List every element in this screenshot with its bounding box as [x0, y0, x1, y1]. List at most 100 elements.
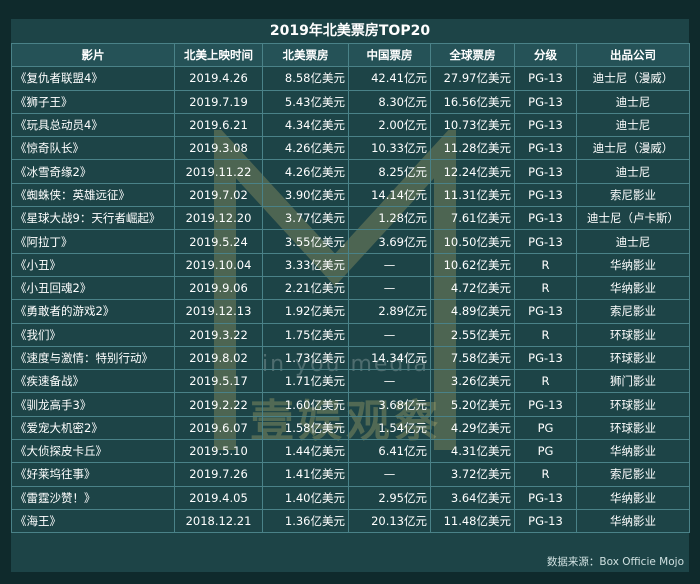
cn-box-office-cell: 3.68亿元 — [348, 392, 431, 417]
global-box-office-cell: 10.62亿美元 — [430, 252, 515, 277]
na-box-office-cell: 4.26亿美元 — [262, 136, 349, 161]
cn-box-office-cell: 2.89亿元 — [348, 299, 431, 324]
rating-cell: R — [514, 369, 577, 394]
cn-box-office-cell: — — [348, 322, 431, 347]
rating-cell: PG-13 — [514, 206, 577, 231]
cn-box-office-cell: 2.95亿元 — [348, 485, 431, 510]
na-box-office-cell: 3.77亿美元 — [262, 206, 349, 231]
global-box-office-cell: 12.24亿美元 — [430, 159, 515, 184]
studio-cell: 迪士尼（卢卡斯） — [576, 206, 690, 231]
header-release-date: 北美上映时间 — [174, 42, 263, 68]
movie-cell: 《爱宠大机密2》 — [11, 415, 175, 441]
studio-cell: 环球影业 — [576, 345, 690, 371]
studio-cell: 迪士尼 — [576, 89, 690, 114]
cn-box-office-cell: — — [348, 252, 431, 277]
header-global-box-office: 全球票房 — [430, 42, 515, 68]
movie-cell: 《大侦探皮卡丘》 — [11, 439, 175, 464]
na-box-office-cell: 1.71亿美元 — [262, 369, 349, 394]
studio-cell: 华纳影业 — [576, 508, 690, 534]
table-row: 《好莱坞往事》 2019.7.26 1.41亿美元 —3.72亿美元 R 索尼影业 — [11, 462, 690, 487]
table-row: 《驯龙高手3》 2019.2.22 1.60亿美元 3.68亿元 5.20亿美元 PG-1… — [11, 392, 690, 417]
rating-cell: PG-13 — [514, 159, 577, 184]
studio-cell: 狮门影业 — [576, 369, 690, 394]
cn-box-office-cell: — — [348, 462, 431, 487]
cn-box-office-cell: 1.54亿元 — [348, 415, 431, 441]
movie-cell: 《速度与激情：特别行动》 — [11, 345, 175, 371]
movie-cell: 《小丑》 — [11, 252, 175, 277]
global-box-office-cell: 5.20亿美元 — [430, 392, 515, 417]
release-date-cell: 2018.12.21 — [174, 508, 263, 534]
global-box-office-cell: 3.64亿美元 — [430, 485, 515, 510]
movie-cell: 《蜘蛛侠：英雄远征》 — [11, 182, 175, 208]
global-box-office-cell: 3.72亿美元 — [430, 462, 515, 487]
na-box-office-cell: 1.58亿美元 — [262, 415, 349, 441]
cn-box-office-cell: — — [348, 275, 431, 301]
rating-cell: PG-13 — [514, 392, 577, 417]
na-box-office-cell: 3.90亿美元 — [262, 182, 349, 208]
table-row: 《海王》 2018.12.21 1.36亿美元 20.13亿元 11.48亿美元 PG-1… — [11, 508, 690, 534]
cn-box-office-cell: 14.14亿元 — [348, 182, 431, 208]
global-box-office-cell: 4.72亿美元 — [430, 275, 515, 301]
rating-cell: PG-13 — [514, 112, 577, 138]
rating-cell: PG-13 — [514, 345, 577, 371]
release-date-cell: 2019.9.06 — [174, 275, 263, 301]
studio-cell: 环球影业 — [576, 392, 690, 417]
na-box-office-cell: 5.43亿美元 — [262, 89, 349, 114]
header-rating: 分级 — [514, 42, 577, 68]
table-row: 《大侦探皮卡丘》 2019.5.10 1.44亿美元 6.41亿元 4.31亿美元 PG 华… — [11, 439, 690, 464]
header-cn-box-office: 中国票房 — [348, 42, 431, 68]
movie-cell: 《我们》 — [11, 322, 175, 347]
global-box-office-cell: 7.61亿美元 — [430, 206, 515, 231]
na-box-office-cell: 1.92亿美元 — [262, 299, 349, 324]
movie-cell: 《玩具总动员4》 — [11, 112, 175, 138]
rating-cell: PG-13 — [514, 508, 577, 534]
studio-cell: 环球影业 — [576, 322, 690, 347]
cn-box-office-cell: 42.41亿元 — [348, 66, 431, 91]
cn-box-office-cell: 8.30亿元 — [348, 89, 431, 114]
data-source-note: 数据来源：Box Officie Mojo — [546, 556, 684, 568]
cn-box-office-cell: 8.25亿元 — [348, 159, 431, 184]
na-box-office-cell: 3.33亿美元 — [262, 252, 349, 277]
movie-cell: 《星球大战9：天行者崛起》 — [11, 206, 175, 231]
table-row: 《星球大战9：天行者崛起》 2019.12.20 3.77亿美元 1.28亿元 7.61… — [11, 206, 690, 231]
movie-cell: 《雷霆沙赞！》 — [11, 485, 175, 510]
studio-cell: 华纳影业 — [576, 439, 690, 464]
release-date-cell: 2019.5.17 — [174, 369, 263, 394]
global-box-office-cell: 11.48亿美元 — [430, 508, 515, 534]
rating-cell: R — [514, 252, 577, 277]
table-row: 《冰雪奇缘2》 2019.11.22 4.26亿美元 8.25亿元 12.24亿美元 PG… — [11, 159, 690, 184]
release-date-cell: 2019.5.10 — [174, 439, 263, 464]
global-box-office-cell: 4.29亿美元 — [430, 415, 515, 441]
studio-cell: 索尼影业 — [576, 299, 690, 324]
na-box-office-cell: 1.75亿美元 — [262, 322, 349, 347]
release-date-cell: 2019.7.02 — [174, 182, 263, 208]
global-box-office-cell: 11.31亿美元 — [430, 182, 515, 208]
studio-cell: 迪士尼 — [576, 112, 690, 138]
table-row: 《速度与激情：特别行动》 2019.8.02 1.73亿美元 14.34亿元 7.58亿… — [11, 345, 690, 371]
release-date-cell: 2019.8.02 — [174, 345, 263, 371]
cn-box-office-cell: 2.00亿元 — [348, 112, 431, 138]
rating-cell: R — [514, 322, 577, 347]
rating-cell: PG-13 — [514, 485, 577, 510]
rating-cell: PG-13 — [514, 89, 577, 114]
table-row: 《小丑回魂2》 2019.9.06 2.21亿美元 —4.72亿美元 R 华纳影业 — [11, 275, 690, 301]
release-date-cell: 2019.10.04 — [174, 252, 263, 277]
na-box-office-cell: 1.73亿美元 — [262, 345, 349, 371]
na-box-office-cell: 1.41亿美元 — [262, 462, 349, 487]
global-box-office-cell: 4.89亿美元 — [430, 299, 515, 324]
release-date-cell: 2019.6.21 — [174, 112, 263, 138]
studio-cell: 华纳影业 — [576, 485, 690, 510]
na-box-office-cell: 1.44亿美元 — [262, 439, 349, 464]
release-date-cell: 2019.7.19 — [174, 89, 263, 114]
cn-box-office-cell: 6.41亿元 — [348, 439, 431, 464]
na-box-office-cell: 1.40亿美元 — [262, 485, 349, 510]
rating-cell: PG-13 — [514, 66, 577, 91]
studio-cell: 迪士尼（漫威） — [576, 136, 690, 161]
cn-box-office-cell: 1.28亿元 — [348, 206, 431, 231]
movie-cell: 《小丑回魂2》 — [11, 275, 175, 301]
rating-cell: PG-13 — [514, 229, 577, 254]
movie-cell: 《惊奇队长》 — [11, 136, 175, 161]
cn-box-office-cell: 3.69亿元 — [348, 229, 431, 254]
movie-cell: 《阿拉丁》 — [11, 229, 175, 254]
global-box-office-cell: 7.58亿美元 — [430, 345, 515, 371]
